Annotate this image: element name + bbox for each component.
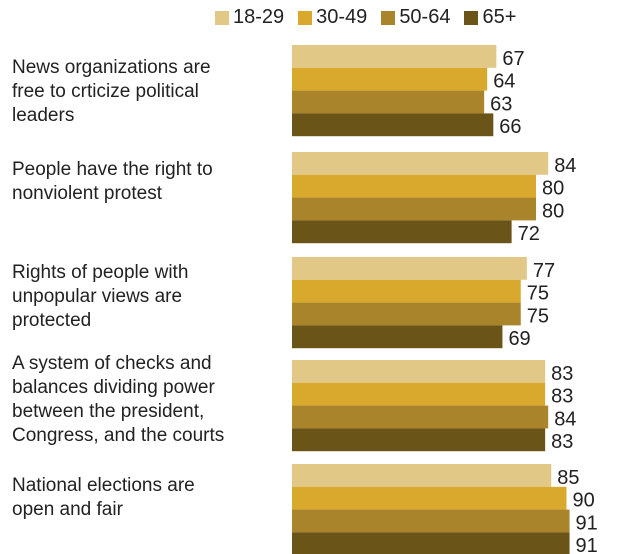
data-label: 77: [533, 260, 555, 282]
legend-item: 65+: [464, 6, 516, 29]
legend-label: 18-29: [233, 6, 285, 28]
bar: [292, 45, 497, 68]
legend-item: 18-29: [215, 6, 284, 29]
data-label: 83: [551, 386, 573, 408]
category-label: A system of checks and balances dividing …: [12, 352, 282, 448]
legend-item: 50-64: [381, 6, 450, 29]
category-label-line: Rights of people with: [12, 262, 189, 283]
category-label-line: free to crticize political: [12, 81, 199, 102]
bar: [292, 152, 549, 175]
category-label: National elections are open and fair: [12, 474, 282, 522]
data-label: 90: [573, 490, 595, 512]
bar: [292, 113, 494, 137]
legend-item: 30-49: [298, 6, 367, 29]
bar: [292, 197, 536, 221]
data-label: 91: [576, 512, 598, 534]
bar: [292, 360, 546, 383]
bar: [292, 325, 503, 349]
bar: [292, 382, 546, 406]
category-label-line: nonviolent protest: [12, 183, 162, 204]
category-label: Rights of people with unpopular views are…: [12, 261, 282, 333]
bar: [292, 302, 521, 326]
data-label: 63: [490, 93, 512, 115]
bar: [292, 220, 512, 244]
category-label-line: A system of checks and: [12, 353, 212, 374]
data-label: 84: [554, 408, 576, 430]
category-label-line: balances dividing power: [12, 377, 215, 398]
data-label: 83: [551, 431, 573, 453]
data-label: 64: [493, 71, 515, 93]
data-label: 75: [527, 283, 549, 305]
legend-label: 65+: [482, 6, 517, 28]
data-label: 75: [527, 305, 549, 327]
legend-label: 50-64: [399, 6, 451, 28]
category-label-line: leaders: [12, 105, 75, 126]
category-label-line: News organizations are: [12, 57, 211, 78]
bar: [292, 67, 488, 91]
chart-legend: 18-29 30-49 50-64 65+: [215, 6, 530, 29]
category-label-line: People have the right to: [12, 159, 213, 180]
data-label: 80: [542, 200, 564, 222]
category-label: News organizations are free to crticize p…: [12, 56, 282, 128]
data-label: 85: [557, 467, 579, 489]
category-label-line: unpopular views are: [12, 286, 183, 307]
bar: [292, 405, 549, 429]
category-label-line: between the president,: [12, 401, 205, 422]
legend-swatch: [464, 10, 479, 25]
bar: [292, 428, 546, 452]
legend-swatch: [215, 10, 229, 25]
bar: [292, 257, 527, 280]
data-label: 80: [542, 178, 564, 200]
category-label-line: open and fair: [12, 499, 123, 520]
legend-swatch: [381, 10, 396, 25]
bar: [292, 486, 567, 510]
bar: [292, 509, 570, 533]
data-label: 91: [576, 535, 598, 554]
category-label-line: protected: [12, 310, 92, 331]
legend-label: 30-49: [316, 6, 368, 28]
bar: [292, 279, 521, 303]
category-label-line: National elections are: [12, 475, 195, 496]
data-label: 66: [499, 116, 521, 138]
bar: [292, 464, 552, 487]
bar: [292, 174, 536, 198]
data-label: 69: [508, 328, 530, 350]
bar: [292, 90, 485, 114]
data-label: 67: [502, 48, 524, 70]
category-label: People have the right to nonviolent prote…: [12, 158, 282, 206]
data-label: 84: [554, 155, 576, 177]
data-label: 83: [551, 363, 573, 385]
data-label: 72: [518, 223, 540, 245]
category-label-line: Congress, and the courts: [12, 425, 225, 446]
legend-swatch: [298, 10, 313, 25]
bar: [292, 532, 570, 554]
